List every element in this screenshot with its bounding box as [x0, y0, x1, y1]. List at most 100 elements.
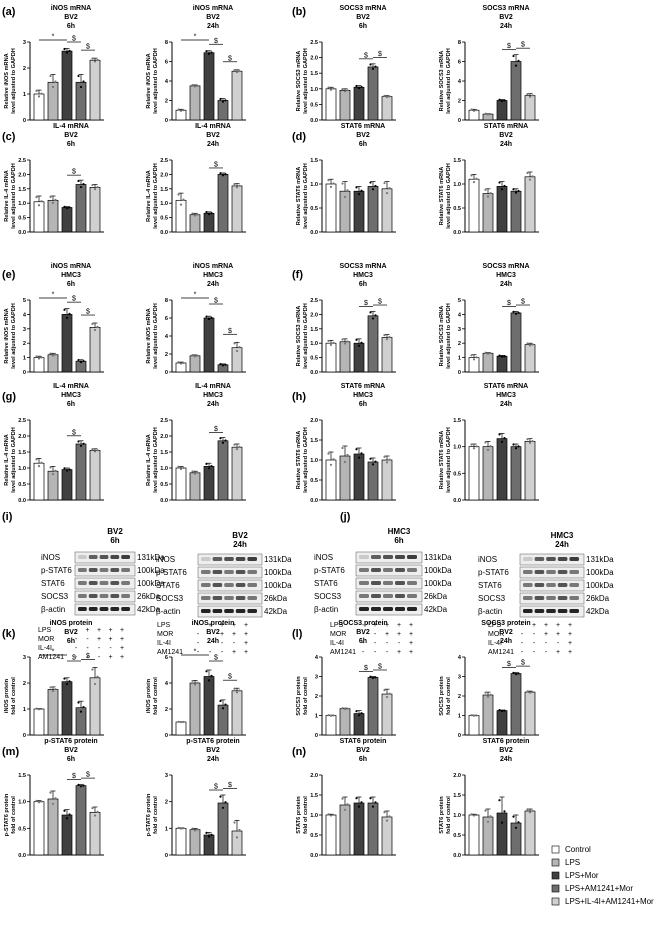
blot-kda-label: 42kDa	[586, 607, 610, 616]
y-tick-label: 0	[165, 733, 168, 739]
data-point	[385, 819, 389, 822]
blot-band	[395, 607, 405, 611]
chart-title-line: SOCS3 mRNA	[482, 263, 529, 270]
blot-band	[523, 596, 533, 600]
bar	[325, 814, 337, 856]
treatment-label: IL-4I	[157, 640, 171, 647]
data-point	[498, 433, 501, 436]
data-point	[327, 714, 330, 717]
y-tick-label: 1.0	[310, 341, 318, 347]
data-point	[79, 710, 83, 713]
y-tick-label: 0.0	[18, 853, 26, 859]
treatment-sign: +	[568, 622, 572, 629]
y-tick-label: 0.5	[310, 356, 318, 362]
data-point	[374, 314, 377, 317]
treatment-sign: -	[521, 640, 524, 647]
bar	[189, 214, 201, 233]
data-point	[341, 88, 344, 91]
bar	[33, 357, 45, 373]
legend-entry: LPS+IL-4I+AM1241+Mor	[565, 897, 654, 906]
blot-band	[383, 594, 393, 598]
legend-swatch	[551, 845, 560, 854]
bar	[353, 342, 365, 373]
y-tick-label: 6	[165, 60, 168, 66]
significance-symbol: $	[86, 44, 90, 51]
y-axis-label: fold of control	[446, 796, 452, 834]
treatment-sign: +	[120, 645, 124, 652]
y-axis-label: p-STAT6 protein	[4, 793, 10, 836]
blot-kda-label: 131kDa	[424, 553, 452, 562]
y-axis-label: Relative SOCS3 mRNA	[296, 306, 302, 367]
data-point	[512, 54, 515, 58]
data-point	[369, 675, 372, 678]
y-tick-label: 4	[23, 312, 27, 318]
treatment-sign: +	[409, 649, 413, 656]
bar	[510, 61, 522, 121]
y-tick-label: 6	[165, 655, 168, 661]
data-point	[470, 174, 473, 177]
treatment-sign: -	[209, 631, 212, 638]
data-point	[329, 343, 333, 347]
y-tick-label: 0	[165, 370, 168, 376]
y-axis-label: iNOS protein	[146, 678, 152, 713]
bar	[353, 802, 365, 856]
treatment-label: MOR	[157, 631, 173, 638]
significance-symbol: $	[378, 51, 382, 58]
bar	[496, 355, 508, 373]
data-point	[528, 691, 532, 694]
legend-swatch	[551, 884, 560, 893]
data-point	[528, 344, 532, 347]
data-point	[93, 60, 97, 63]
blot-band	[569, 609, 579, 613]
y-tick-label: 1.5	[310, 71, 318, 77]
data-point	[388, 95, 391, 98]
blot-kda-label: 100kDa	[424, 566, 452, 575]
treatment-sign: +	[397, 631, 401, 638]
data-point	[79, 85, 83, 89]
chart-title-line: 24h	[207, 141, 219, 148]
bar	[524, 440, 536, 501]
blot-band	[569, 570, 579, 574]
data-point	[484, 809, 487, 812]
treatment-sign: -	[557, 640, 560, 647]
y-tick-label: 0.5	[160, 216, 168, 222]
chart-title-line: 6h	[359, 141, 367, 148]
blot-band	[78, 594, 87, 598]
data-point	[332, 813, 335, 817]
y-axis-label: fold of control	[11, 796, 17, 834]
y-tick-label: 1.5	[310, 438, 318, 444]
chart-title-line: iNOS protein	[192, 620, 235, 627]
data-point	[205, 462, 208, 465]
data-point	[91, 668, 94, 671]
data-point	[49, 195, 52, 198]
y-axis-label: Relative SOCS3 mRNA	[439, 51, 445, 112]
data-point	[96, 810, 99, 813]
treatment-label: LPS	[488, 622, 502, 629]
blot-band	[407, 555, 417, 559]
y-tick-label: 1	[23, 707, 26, 713]
chart-title-line: 24h	[500, 401, 512, 408]
blot-kda-label: 100kDa	[137, 566, 165, 575]
y-tick-label: 2	[23, 341, 26, 347]
data-point	[528, 178, 532, 181]
significance-symbol: $	[72, 296, 76, 303]
treatment-sign: +	[544, 622, 548, 629]
bar	[175, 467, 187, 501]
data-point	[233, 68, 236, 72]
significance-symbol: *	[194, 34, 197, 41]
blot-kda-label: 100kDa	[586, 568, 614, 577]
data-point	[205, 50, 208, 53]
data-point	[369, 63, 372, 66]
bar	[203, 212, 215, 233]
data-point	[374, 65, 377, 68]
bar	[203, 317, 215, 373]
y-tick-label: 2.0	[453, 773, 461, 779]
data-point	[346, 340, 349, 343]
bar	[339, 90, 351, 121]
bar	[47, 689, 59, 736]
bar	[203, 52, 215, 121]
data-point	[191, 83, 194, 87]
y-axis-label: Relative IL-4 mRNA	[4, 434, 10, 486]
y-tick-label: 1.0	[18, 800, 26, 806]
blot-band	[247, 570, 257, 574]
